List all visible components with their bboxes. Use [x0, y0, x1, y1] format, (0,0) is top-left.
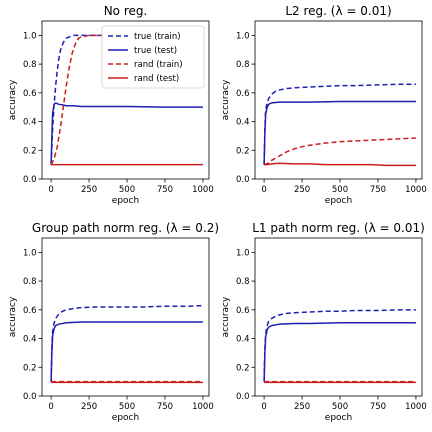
y-axis-label: accuracy	[221, 79, 231, 120]
chart-panel-1: 0 250 500 750 1000 0.0 0.2 0.4 0.6 0.8 1.0 No reg. e…	[8, 4, 214, 206]
y-tick-label: 0.0	[23, 392, 37, 402]
y-tick-label: 0.4	[23, 335, 37, 345]
y-axis-label: accuracy	[8, 79, 18, 120]
y-tick-label: 0.0	[236, 392, 250, 402]
series-group	[263, 309, 416, 384]
y-axis-label: accuracy	[221, 296, 231, 337]
x-tick-label: 0	[261, 402, 266, 412]
y-tick-label: 1.0	[236, 31, 250, 41]
x-axis-label: epoch	[325, 413, 352, 423]
x-tick-label: 500	[119, 402, 135, 412]
legend-entry: true (train)	[134, 32, 181, 42]
y-tick-label: 0.2	[236, 363, 250, 373]
y-tick-label: 0.8	[23, 277, 37, 287]
x-tick-label: 750	[157, 402, 173, 412]
chart-panel-3: 0 250 500 750 1000 0.0 0.2 0.4 0.6 0.8 1.0 Group pa…	[8, 221, 219, 423]
x-tick-label: 0	[261, 185, 266, 195]
series-line-3	[263, 137, 416, 166]
x-axis-label: epoch	[325, 196, 352, 206]
y-tick-label: 0.6	[23, 89, 37, 99]
y-tick-label: 0.8	[236, 277, 250, 287]
series-line-true-test	[50, 102, 203, 165]
legend-entry: rand (test)	[134, 74, 179, 84]
x-tick-label: 1000	[405, 185, 427, 195]
x-tick-label: 500	[332, 402, 348, 412]
y-tick-label: 0.4	[236, 335, 250, 345]
chart-title: No reg.	[104, 4, 148, 18]
series-line-2	[50, 321, 203, 382]
y-tick-label: 0.6	[23, 306, 37, 316]
plot-frame	[41, 20, 210, 180]
series-line-1	[263, 83, 416, 165]
chart-panel-4: 0 250 500 750 1000 0.0 0.2 0.4 0.6 0.8 1.0 L1 path …	[221, 221, 427, 423]
x-tick-label: 500	[332, 185, 348, 195]
x-tick-label: 250	[294, 185, 310, 195]
chart-title: L1 path norm reg. (λ = 0.01)	[252, 221, 425, 235]
x-tick-label: 750	[370, 185, 386, 195]
y-tick-label: 0.2	[23, 146, 37, 156]
y-tick-label: 0.8	[23, 60, 37, 70]
series-group	[50, 304, 203, 384]
legend-entry: rand (train)	[134, 60, 183, 70]
y-axis-label: accuracy	[8, 296, 18, 337]
x-axis-label: epoch	[112, 196, 139, 206]
y-tick-label: 1.0	[23, 31, 37, 41]
y-tick-label: 1.0	[236, 248, 250, 258]
y-tick-label: 0.4	[23, 118, 37, 128]
x-tick-label: 750	[157, 185, 173, 195]
y-tick-label: 0.8	[236, 60, 250, 70]
chart-title: L2 reg. (λ = 0.01)	[285, 4, 391, 18]
x-axis-label: epoch	[112, 413, 139, 423]
y-tick-label: 0.6	[236, 89, 250, 99]
x-tick-label: 0	[48, 185, 53, 195]
plot-frame	[254, 237, 423, 397]
series-line-1	[50, 304, 203, 382]
chart-panel-2: 0 250 500 750 1000 0.0 0.2 0.4 0.6 0.8 1.0 L2 reg. …	[221, 4, 427, 206]
y-tick-label: 0.0	[236, 175, 250, 185]
chart-title: Group path norm reg. (λ = 0.2)	[32, 221, 219, 235]
y-tick-label: 0.2	[236, 146, 250, 156]
legend-entry: true (test)	[134, 46, 177, 56]
y-tick-label: 0.4	[236, 118, 250, 128]
x-tick-label: 1000	[192, 402, 214, 412]
series-line-2	[263, 100, 416, 165]
x-tick-label: 500	[119, 185, 135, 195]
x-tick-label: 250	[294, 402, 310, 412]
plot-frame	[254, 20, 423, 180]
x-tick-label: 1000	[192, 185, 214, 195]
legend: true (train) true (test) rand (train) rand …	[101, 25, 205, 89]
x-tick-label: 0	[48, 402, 53, 412]
series-line-2	[263, 322, 416, 382]
x-tick-label: 750	[370, 402, 386, 412]
y-tick-label: 0.6	[236, 306, 250, 316]
y-tick-label: 1.0	[23, 248, 37, 258]
y-tick-label: 0.0	[23, 175, 37, 185]
series-group	[263, 83, 416, 167]
y-tick-label: 0.2	[23, 363, 37, 373]
plot-frame	[41, 237, 210, 397]
series-line-1	[263, 309, 416, 382]
legend-box	[101, 25, 205, 89]
series-line-4	[264, 162, 416, 167]
x-tick-label: 1000	[405, 402, 427, 412]
x-tick-label: 250	[81, 185, 97, 195]
x-tick-label: 250	[81, 402, 97, 412]
